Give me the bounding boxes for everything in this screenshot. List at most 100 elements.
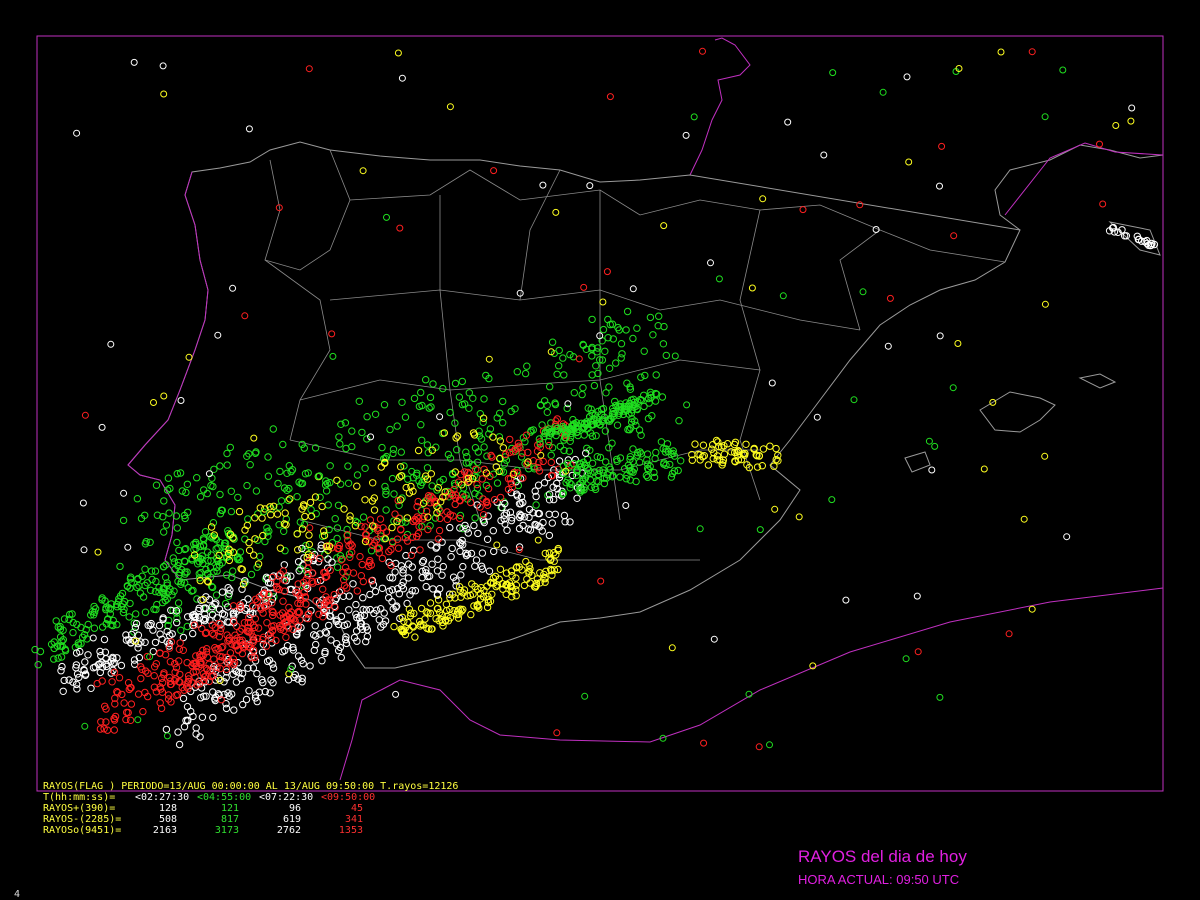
strike [559,489,568,497]
strike [428,446,436,454]
strike [141,511,149,519]
strike [573,494,581,502]
strike [460,586,469,594]
strike [424,609,432,617]
strike [102,605,110,614]
strike [265,656,274,664]
strike [362,623,370,631]
strike [96,668,105,677]
strike [216,657,225,665]
strike [111,712,120,721]
strike [386,425,394,434]
strike [222,704,231,713]
strike [306,662,314,670]
strike [208,603,216,611]
strike [514,469,522,477]
strike [285,484,293,493]
strike [499,419,507,427]
strike [322,542,331,551]
strike [230,535,238,543]
strike [276,467,284,476]
strike [479,495,487,503]
strike [277,497,286,505]
strike [324,601,333,610]
strike [539,518,547,527]
strike [723,440,732,448]
strike [344,568,352,576]
strike [662,351,670,360]
strike [50,644,58,653]
strike [462,551,471,560]
strike [727,448,735,456]
strike [280,527,288,535]
strike [478,475,486,483]
strike [405,489,414,497]
strike [489,433,497,441]
strike [647,391,655,399]
strike [580,283,588,291]
strike [337,420,345,428]
strike [311,622,319,630]
strike [545,510,553,518]
strike [513,492,521,500]
strike [674,466,682,475]
strike [452,582,460,590]
strike [572,419,581,427]
strike [176,639,184,647]
strike [545,437,553,446]
strike [1147,241,1156,250]
strike [675,417,683,425]
strike [131,623,140,632]
strike [408,563,416,571]
strike [172,663,181,672]
strike [371,410,380,418]
strike [211,534,220,542]
page-number: 4 [14,889,20,900]
strike [615,409,623,417]
strike [230,636,239,644]
strike [104,615,112,623]
strike [253,697,261,706]
strike [166,677,175,685]
strike [360,611,369,620]
strike [482,469,491,477]
strike [444,450,453,459]
strike [210,531,219,539]
strike [552,431,560,440]
strike [174,599,183,607]
strike [60,615,69,623]
strike [326,478,334,487]
strike [931,442,939,450]
strike [627,409,636,417]
strike [132,619,141,628]
strike [572,471,581,480]
strike [400,617,408,625]
strike [387,561,395,570]
strike [337,556,345,564]
strike [950,232,958,240]
strike [512,478,520,486]
strike [198,555,206,564]
strike [175,740,184,749]
strike [268,639,276,647]
strike [484,512,492,520]
strike [1110,228,1119,236]
strike [413,532,421,541]
strike [545,531,554,540]
strike [204,578,212,586]
strike [120,489,128,497]
strike [210,465,218,473]
strike [179,646,188,654]
strike [623,379,631,387]
strike [316,601,325,609]
strike [312,640,320,649]
count: 817 [221,814,239,825]
strike [294,546,302,554]
strike [369,581,378,589]
strike [264,472,273,480]
strike [232,678,241,686]
strike [604,315,612,324]
strike [438,571,446,579]
strike [545,441,553,450]
